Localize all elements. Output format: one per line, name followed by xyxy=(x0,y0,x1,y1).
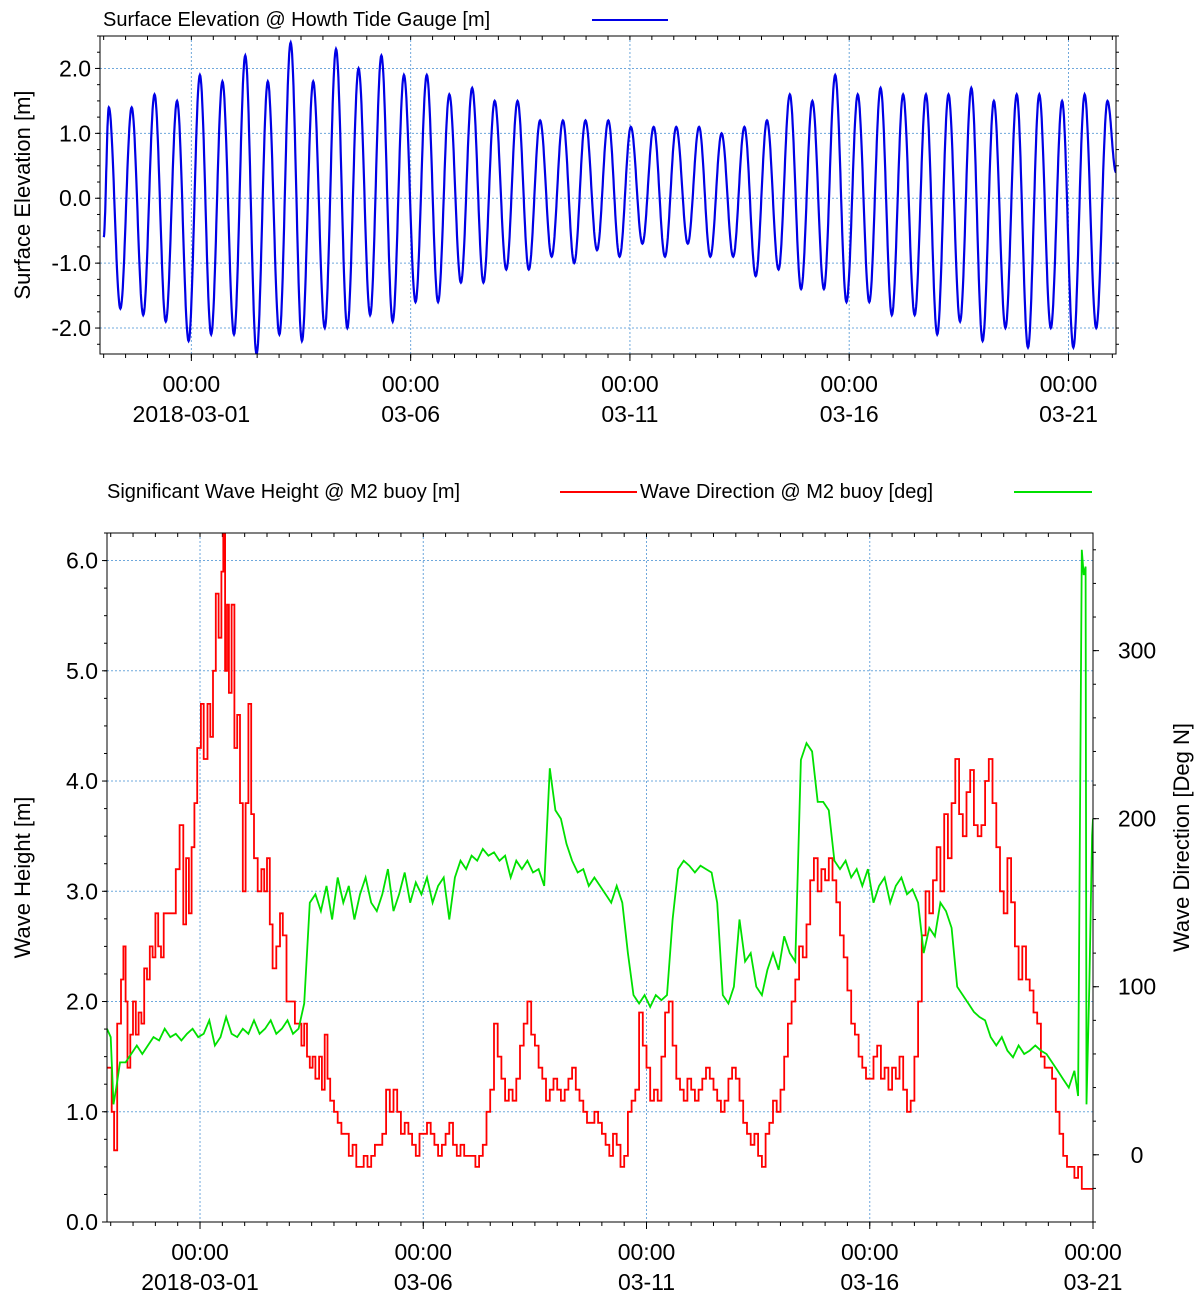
y-tick-label: 1.0 xyxy=(59,120,91,146)
y-right-tick-label: 0 xyxy=(1131,1142,1144,1168)
legend-label-2: Wave Direction @ M2 buoy [deg] xyxy=(640,481,933,503)
y-tick-label: 4.0 xyxy=(66,768,98,794)
grid-lines xyxy=(100,36,1116,354)
x-tick-label-time: 00:00 xyxy=(382,371,440,397)
y-tick-label: 6.0 xyxy=(66,548,98,574)
x-tick-label-time: 00:00 xyxy=(171,1239,229,1265)
x-tick-label-date: 03-16 xyxy=(840,1269,899,1294)
y-tick-label: 3.0 xyxy=(66,878,98,904)
plot-frame xyxy=(99,35,1117,355)
y-axis-label: Surface Elevation [m] xyxy=(10,90,35,299)
y-right-axis-label: Wave Direction [Deg N] xyxy=(1169,723,1194,952)
legend-label-1: Surface Elevation @ Howth Tide Gauge [m] xyxy=(103,9,490,31)
legend-label-1: Significant Wave Height @ M2 buoy [m] xyxy=(107,481,460,503)
x-tick-label-date: 03-11 xyxy=(618,1269,675,1294)
x-tick-label-time: 00:00 xyxy=(820,371,878,397)
x-tick-label-time: 00:00 xyxy=(601,371,659,397)
y-tick-label: 1.0 xyxy=(66,1099,98,1125)
x-tick-label-date: 2018-03-01 xyxy=(133,401,251,427)
y-tick-label: -1.0 xyxy=(51,250,91,276)
x-tick-label-date: 2018-03-01 xyxy=(141,1269,259,1294)
x-tick-label-date: 03-21 xyxy=(1039,401,1098,427)
y-right-tick-label: 300 xyxy=(1118,638,1156,664)
y-tick-label: 5.0 xyxy=(66,658,98,684)
x-tick-label-time: 00:00 xyxy=(394,1239,452,1265)
y-right-tick-label: 200 xyxy=(1118,806,1156,832)
chart-panel-2: Significant Wave Height @ M2 buoy [m] Wav… xyxy=(10,481,1194,1295)
chart-panel-1: Surface Elevation @ Howth Tide Gauge [m]… xyxy=(10,9,1119,427)
x-tick-label-date: 03-11 xyxy=(601,401,658,427)
x-tick-label-time: 00:00 xyxy=(841,1239,899,1265)
y-tick-label: 0.0 xyxy=(59,185,91,211)
x-tick-label-time: 00:00 xyxy=(1040,371,1098,397)
y-axis-label: Wave Height [m] xyxy=(10,797,35,959)
x-tick-label-time: 00:00 xyxy=(163,371,221,397)
y-right-tick-label: 100 xyxy=(1118,974,1156,1000)
y-tick-label: 0.0 xyxy=(66,1209,98,1235)
series-line-1 xyxy=(102,39,1116,354)
y-tick-label: 2.0 xyxy=(66,989,98,1015)
x-tick-label-date: 03-16 xyxy=(820,401,879,427)
x-tick-label-date: 03-06 xyxy=(381,401,440,427)
y-tick-label: -2.0 xyxy=(51,315,91,341)
x-tick-label-date: 03-21 xyxy=(1064,1269,1123,1294)
x-tick-label-time: 00:00 xyxy=(618,1239,676,1265)
plot-frame xyxy=(106,532,1094,1223)
series-line-2 xyxy=(107,549,1093,1105)
x-tick-label-time: 00:00 xyxy=(1064,1239,1122,1265)
series-line-1 xyxy=(107,533,1093,1190)
y-tick-label: 2.0 xyxy=(59,55,91,81)
x-tick-label-date: 03-06 xyxy=(394,1269,453,1294)
